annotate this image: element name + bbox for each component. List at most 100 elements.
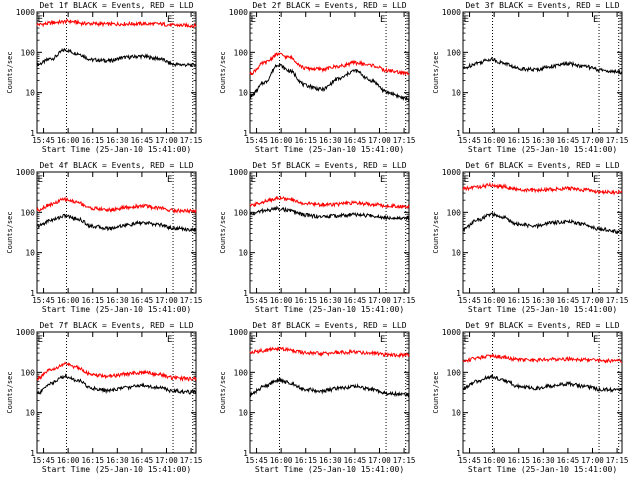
plot-frame — [36, 331, 197, 454]
y-tick-label: 100 — [21, 368, 36, 377]
x-tick-label: 17:00 — [155, 456, 178, 465]
x-tick-label: 16:45 — [344, 456, 367, 465]
chart-panel-3: Det 3f BLACK = Events, RED = LLD 1 10 100 10… — [432, 1, 628, 154]
e-marker: E — [251, 15, 256, 25]
x-tick-label: 16:15 — [81, 136, 104, 145]
e-marker: E — [380, 175, 385, 185]
y-tick-label: 10 — [451, 409, 461, 418]
y-tick-label: 100 — [234, 48, 249, 57]
series-line-lld — [249, 52, 410, 76]
x-tick-label: 16:15 — [294, 136, 317, 145]
y-tick-label: 10 — [238, 409, 248, 418]
y-tick-label: 1 — [456, 449, 461, 458]
y-axis-label: Counts/sec — [219, 371, 227, 413]
x-axis-label: Start Time (25-Jan-10 15:41:00) — [468, 145, 617, 154]
y-tick-label: 1 — [30, 449, 35, 458]
x-axis-label: Start Time (25-Jan-10 15:41:00) — [255, 145, 404, 154]
x-tick-label: 17:00 — [155, 136, 178, 145]
plot-frame — [462, 11, 623, 134]
x-tick-label: 16:30 — [319, 136, 342, 145]
y-axis-label: Counts/sec — [432, 51, 440, 93]
x-tick-label: 17:00 — [368, 136, 391, 145]
x-tick-label: 16:00 — [483, 456, 506, 465]
x-tick-label: 16:45 — [131, 456, 154, 465]
x-tick-label: 16:00 — [57, 456, 80, 465]
chart-title: Det 3f BLACK = Events, RED = LLD — [465, 1, 619, 10]
x-tick-label: 17:15 — [606, 296, 629, 305]
x-tick-label: 17:15 — [180, 456, 203, 465]
y-tick-label: 1000 — [229, 168, 248, 177]
series-line-lld — [462, 353, 623, 364]
x-tick-label: 17:15 — [180, 296, 203, 305]
chart-panel-8: Det 8f BLACK = Events, RED = LLD 1 10 100 10… — [219, 321, 415, 474]
y-tick-label: 1 — [456, 129, 461, 138]
x-tick-label: 17:15 — [606, 136, 629, 145]
x-tick-label: 16:30 — [106, 296, 129, 305]
plot-frame — [249, 331, 410, 454]
series-line-lld — [36, 196, 197, 215]
x-tick-label: 15:45 — [458, 456, 481, 465]
plot-frame — [462, 331, 623, 454]
y-axis-label: Counts/sec — [432, 371, 440, 413]
x-tick-label: 16:45 — [131, 136, 154, 145]
y-axis-label: Counts/sec — [6, 51, 14, 93]
y-tick-label: 10 — [25, 89, 35, 98]
e-marker: E — [251, 175, 256, 185]
y-tick-label: 10 — [25, 409, 35, 418]
x-axis-label: Start Time (25-Jan-10 15:41:00) — [42, 305, 191, 314]
e-marker: E — [464, 335, 469, 345]
chart-title: Det 1f BLACK = Events, RED = LLD — [39, 1, 193, 10]
chart-title: Det 7f BLACK = Events, RED = LLD — [39, 321, 193, 330]
chart-panel-9: Det 9f BLACK = Events, RED = LLD 1 10 100 10… — [432, 321, 628, 474]
y-tick-label: 100 — [234, 368, 249, 377]
y-axis-label: Counts/sec — [432, 211, 440, 253]
x-tick-label: 16:15 — [81, 456, 104, 465]
plot-frame — [36, 171, 197, 294]
chart-panel-6: Det 6f BLACK = Events, RED = LLD 1 10 100 10… — [432, 161, 628, 314]
y-tick-label: 1 — [243, 449, 248, 458]
x-tick-label: 15:45 — [32, 456, 55, 465]
x-axis-label: Start Time (25-Jan-10 15:41:00) — [468, 305, 617, 314]
x-tick-label: 16:15 — [507, 456, 530, 465]
plot-frame — [462, 171, 623, 294]
series-line-events — [249, 205, 410, 221]
y-tick-label: 10 — [25, 249, 35, 258]
series-line-events — [250, 63, 410, 102]
x-tick-label: 16:45 — [557, 296, 580, 305]
y-tick-label: 10 — [451, 89, 461, 98]
y-axis-label: Counts/sec — [6, 371, 14, 413]
series-line-events — [462, 374, 623, 393]
y-tick-label: 10 — [451, 249, 461, 258]
x-tick-label: 16:45 — [557, 136, 580, 145]
e-marker: E — [38, 175, 43, 185]
y-tick-label: 1000 — [229, 8, 248, 17]
x-tick-label: 17:15 — [606, 456, 629, 465]
e-marker: E — [593, 335, 598, 345]
y-tick-label: 1000 — [16, 8, 35, 17]
x-axis-label: Start Time (25-Jan-10 15:41:00) — [42, 145, 191, 154]
series-line-events — [249, 377, 410, 398]
x-tick-label: 16:30 — [319, 296, 342, 305]
y-axis-label: Counts/sec — [219, 51, 227, 93]
y-tick-label: 1 — [243, 289, 248, 298]
y-tick-label: 100 — [447, 368, 462, 377]
series-line-lld — [249, 346, 410, 359]
x-tick-label: 16:30 — [532, 296, 555, 305]
series-line-lld — [36, 361, 197, 382]
x-tick-label: 16:00 — [57, 296, 80, 305]
y-tick-label: 10 — [238, 89, 248, 98]
x-tick-label: 16:45 — [557, 456, 580, 465]
y-tick-label: 100 — [234, 208, 249, 217]
series-line-events — [462, 57, 623, 75]
y-tick-label: 1000 — [229, 328, 248, 337]
x-tick-label: 16:00 — [483, 296, 506, 305]
x-tick-label: 15:45 — [458, 296, 481, 305]
x-tick-label: 16:15 — [81, 296, 104, 305]
series-line-events — [462, 211, 623, 235]
chart-title: Det 8f BLACK = Events, RED = LLD — [252, 321, 406, 330]
chart-title: Det 4f BLACK = Events, RED = LLD — [39, 161, 193, 170]
y-tick-label: 10 — [238, 249, 248, 258]
y-tick-label: 100 — [21, 48, 36, 57]
x-tick-label: 16:00 — [483, 136, 506, 145]
